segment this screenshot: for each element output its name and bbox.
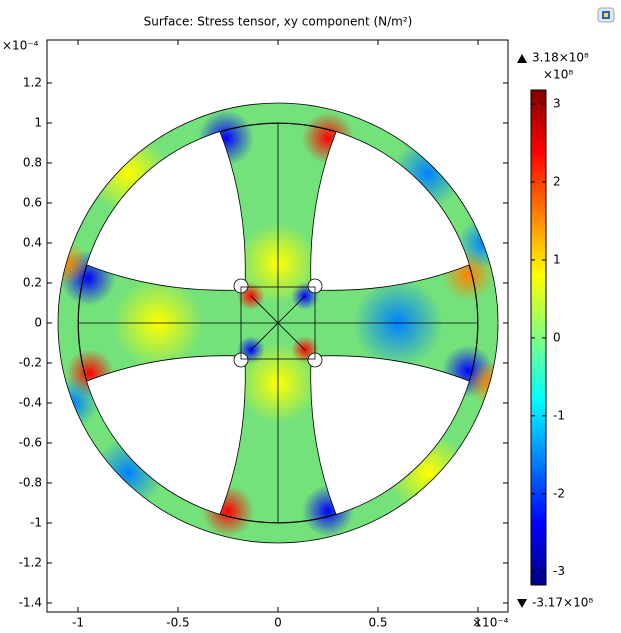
y-tick-label: -0.4 [19,396,42,410]
y-multiplier: ×10⁻⁴ [2,39,39,53]
x-tick-label: 0 [274,616,282,630]
y-tick-label: -0.8 [19,476,42,490]
colorbar-multiplier: ×10⁸ [543,68,573,82]
app-icon [597,7,615,23]
colorbar-max: 3.18×10⁸ [532,51,589,65]
x-tick-label: -1 [72,616,84,630]
y-tick-label: -1.2 [19,556,42,570]
x-multiplier: ×10⁻⁴ [472,616,509,630]
y-tick-label: -0.2 [19,356,42,370]
colorbar-tick-label: -3 [553,564,565,578]
stress-spot [388,433,468,513]
colorbar-tick-label: 3 [553,97,561,111]
x-tick-label: 1 [474,616,482,630]
hub [240,286,316,360]
stress-spot [88,133,168,213]
y-tick-label: 1 [34,116,42,130]
chart-title: Surface: Stress tensor, xy component (N/… [144,15,413,29]
edge [250,295,306,351]
stress-spot [302,112,354,164]
colorbar-tick-label: 1 [553,252,561,266]
stress-spot [198,110,254,166]
colorbar-tick-label: 0 [553,330,561,344]
stress-spot [393,138,463,208]
y-tick-label: 0.6 [23,196,42,210]
y-tick-label: -1 [30,516,42,530]
colorbar-min: -3.17×10⁸ [532,596,593,610]
y-tick-label: 0.4 [23,236,42,250]
y-tick-label: 0.8 [23,156,42,170]
min-marker [517,599,527,608]
y-tick-label: 0 [34,316,42,330]
stress-spot [93,438,163,508]
y-tick-label: 1.2 [23,76,42,90]
y-tick-label: 0.2 [23,276,42,290]
colorbar-tick-label: -2 [553,486,565,500]
x-tick-label: -0.5 [166,616,189,630]
colorbar-tick-label: 2 [553,174,561,188]
geometry [57,102,499,544]
y-tick-label: -1.4 [19,596,42,610]
max-marker [517,54,527,63]
colorbar-tick-label: -1 [553,408,565,422]
x-tick-label: 0.5 [368,616,387,630]
y-tick-label: -0.6 [19,436,42,450]
